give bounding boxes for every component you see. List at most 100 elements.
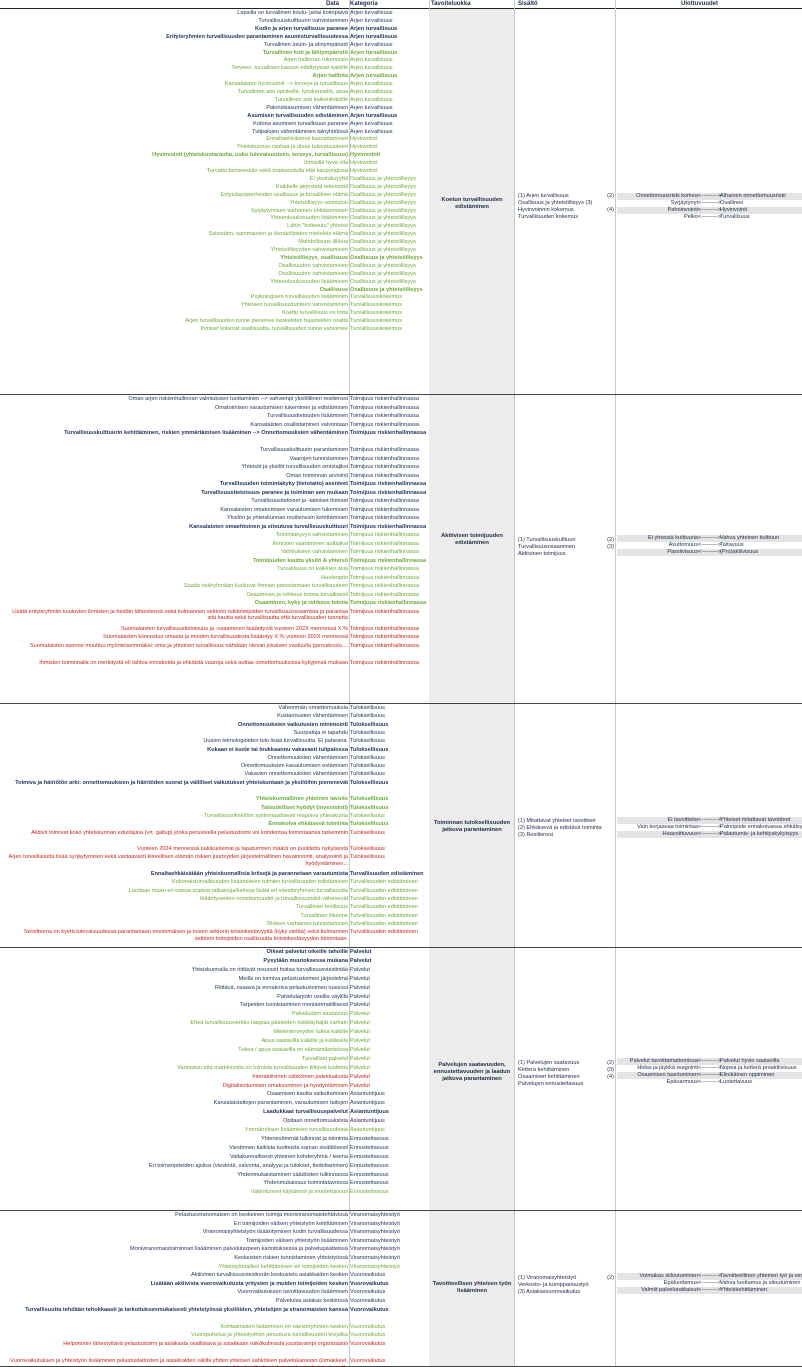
table-row[interactable]: Yksilön ja yhteiskunnan resilienssin keh…: [0, 515, 429, 524]
table-row[interactable]: Turvallinen arki opiskella, työskennellä…: [0, 89, 429, 97]
table-row[interactable]: Palveluiden saatavuus Palvelut: [0, 1011, 429, 1020]
table-row[interactable]: Viranomaisyhteistyön lisääntyminen kodin…: [0, 1229, 429, 1238]
table-row[interactable]: Suurpaloja ei tapahdu Tuloksellisuus: [0, 730, 429, 738]
table-row[interactable]: Paloriskiasumisen vähentäminen Arjen turv…: [0, 105, 429, 113]
table-row[interactable]: Erityislapsiperheiden osallisuus ja turv…: [0, 192, 429, 200]
table-row[interactable]: Eri toimenpiteiden ajoitus (viestintä, v…: [0, 1163, 429, 1172]
table-row[interactable]: Yhteisöllisyyden vahvistaminen Osallisuus…: [0, 247, 429, 255]
table-row[interactable]: Kustannusten vähentäminen Tuloksellisuus: [0, 713, 429, 721]
table-row[interactable]: Vuoteen 2024 mennessä palokuolemat ja ta…: [0, 846, 429, 854]
table-row[interactable]: Turvallisuustietoiset ja -taitoiset ihmi…: [0, 498, 429, 507]
table-row[interactable]: Kodin ja arjen turvallisuus paranee Arjen…: [0, 26, 429, 34]
table-row[interactable]: Toimiva ja häiriötön arki: onnettomuuksi…: [0, 780, 429, 797]
table-row[interactable]: Turvattu toimeentulo sekä maaseudulla et…: [0, 168, 429, 176]
table-row[interactable]: Mahdollisuus liikkua Osallisuus ja yhteis…: [0, 239, 429, 247]
table-row[interactable]: Yhteenkuuluvuuden lisääminen Osallisuus j…: [0, 215, 429, 223]
table-row[interactable]: Turvallisuuden toimintakyky (tietotaito)…: [0, 481, 429, 490]
table-row[interactable]: Ennaltaehkäisätään yhteiskunnallisia kri…: [0, 871, 429, 879]
table-row[interactable]: Taloudelliset hyödyt (investointi) Tuloks…: [0, 805, 429, 813]
table-row[interactable]: Lisätä erityisryhmiin kuuluvien ihmisten…: [0, 609, 429, 626]
table-row[interactable]: Uusien teknologioiden tulo lisää turvall…: [0, 738, 429, 746]
table-row[interactable]: Ymmärryksen lisääminen turvallisuudesta A…: [0, 1127, 429, 1136]
table-row[interactable]: Vuorovaikutuksen ja yhteistyön lisäämine…: [0, 1358, 429, 1367]
ulottuvuudet-cell[interactable]: Ei yhteistä kulttuuria <---------> Vahva y…: [617, 535, 802, 556]
table-row[interactable]: Erityisryhmien turvallisuuden parantamin…: [0, 34, 429, 42]
table-row[interactable]: Arjen turvallisuutta lisää syrjäytymisen…: [0, 854, 429, 871]
table-row[interactable]: Turvallisuuskulttuurin parantaminen Toimi…: [0, 447, 429, 456]
table-row[interactable]: Ikääntyneiden onnettomuudet ja turvallis…: [0, 896, 429, 904]
table-row[interactable]: Vähemmän onnettomuuksia Tuloksellisuus: [0, 705, 429, 713]
table-row[interactable]: Oikeat palvelut oikeille tahoille Palvelu…: [0, 949, 429, 958]
table-row[interactable]: Syrjäytymisen varhainen ehkäiseminen Osal…: [0, 208, 429, 216]
table-row[interactable]: Arjen hallinnan tukeminen Arjen turvallis…: [0, 57, 429, 65]
table-row[interactable]: Aktiivit toimivat koko yhteiskunnan edus…: [0, 830, 429, 847]
table-row[interactable]: Yhteisöt ja yksilöt turvallisuuden omist…: [0, 464, 429, 473]
table-row[interactable]: Turvallinen asuin- ja elinympäristö Arjen…: [0, 42, 429, 50]
table-row[interactable]: Kokonaisturvallisuuden lisäämiseen toimi…: [0, 879, 429, 887]
table-row[interactable]: Osallisuuden vahvistaminen Osallisuus ja …: [0, 263, 429, 271]
table-row[interactable]: Vaarojen tunnistaminen Toimijuus riskienh…: [0, 456, 429, 465]
table-row[interactable]: Yhteiskunnalla on riittävät resurssit ho…: [0, 967, 429, 976]
table-row[interactable]: Lähin "kotiseutu" yhteisö Osallisuus ja y…: [0, 223, 429, 231]
table-row[interactable]: Apua saatavilla kaikille ja kaikkialla Pa…: [0, 1038, 429, 1047]
sisalto-cell[interactable]: (1) Palvelujen saatavuus (2) Ketterä kehit…: [518, 1060, 614, 1088]
header-tavoiteluokka[interactable]: Tavoiteluokka: [431, 1, 471, 7]
table-row[interactable]: Keskeisten riskien tunnistaminen yhteist…: [0, 1255, 429, 1264]
table-row[interactable]: Osaaminen ja rohkeus toimia turvallisest…: [0, 592, 429, 601]
table-row[interactable]: Eri toimijoiden välisen yhteistyön kehit…: [0, 1221, 429, 1230]
table-row[interactable]: Yhtenevämmät tulkinnat ja toiminta Ennust…: [0, 1136, 429, 1145]
tavoiteluokka-cell[interactable]: Koetun turvallisuuden edistäminen: [441, 197, 503, 210]
table-row[interactable]: Toimijoiden välisen yhteistyön lisäämine…: [0, 1238, 429, 1247]
table-row[interactable]: Kansalaistaitojen parantaminen, varautum…: [0, 1100, 429, 1109]
table-row[interactable]: Arjen turvallisuuden tunne pienenee kesk…: [0, 318, 429, 326]
table-row[interactable]: Vuorovaikutuksen tavoittavuuden lisäämin…: [0, 1289, 429, 1298]
table-row[interactable]: Turvalliset palvelut Palvelut: [0, 1056, 429, 1065]
table-row[interactable]: Onnettomuuksien vähentäminen Tuloksellisu…: [0, 755, 429, 763]
sisalto-cell[interactable]: (1) Arjen turvallisuus (2) Osallisuus ja y…: [518, 193, 614, 221]
table-row[interactable]: Yhteiskunnan rauhaa ja ulosa tulevaisuut…: [0, 144, 429, 152]
table-row[interactable]: Digitalisoitumisen omaksuminen ja hyödyn…: [0, 1083, 429, 1092]
table-row[interactable]: Riskien varhainen tunnistaminen Turvallis…: [0, 921, 429, 929]
table-row[interactable]: Kohtaamisten lisääminen eri väestöryhmie…: [0, 1324, 429, 1333]
table-row[interactable]: Mielenterveyden tukea kaikille Palvelut: [0, 1029, 429, 1038]
table-row[interactable]: Kansalaisten omaehtoinen ja sitoutuva tu…: [0, 524, 429, 533]
table-row[interactable]: Yhteisöllisyys, osallisuus Osallisuus ja …: [0, 255, 429, 263]
table-row[interactable]: Palvelutarjotin useilla väylillä Palvelut: [0, 994, 429, 1003]
table-row[interactable]: Ei yksinäisyyttä Osallisuus ja yhteisölli…: [0, 176, 429, 184]
sisalto-cell[interactable]: (1) Viranomaisyhteistyö (2) Verkosto- ja k…: [518, 1275, 614, 1296]
header-data[interactable]: Data: [325, 1, 339, 7]
table-row[interactable]: Yhteisen turvallisuustunteen vahvistamin…: [0, 302, 429, 310]
table-row[interactable]: Moniviranomaistoiminnan lisääminen palve…: [0, 1246, 429, 1255]
table-row[interactable]: Tulipalojen vähentäminen taloyhtiöissä Ar…: [0, 129, 429, 137]
table-row[interactable]: Ennaltaehkäisevä kasvattaminen Hyvinvoint…: [0, 136, 429, 144]
table-row[interactable]: Hyvinvointi (yhteiskuntarauha, usko tule…: [0, 152, 429, 160]
table-row[interactable]: Suomalaisten asenne muuttuu myönteisemmä…: [0, 643, 429, 660]
ulottuvuudet-cell[interactable]: Onnettomuusriski korkea <---------> Alhain…: [617, 193, 802, 221]
table-row[interactable]: Aktiivinen turvallisuusviestinnän keskus…: [0, 1272, 429, 1281]
table-row[interactable]: Turvallinen liikenne Turvallisuuden edist…: [0, 913, 429, 921]
table-row[interactable]: Yhteisöllisyys voimistuu Osallisuus ja yh…: [0, 200, 429, 208]
ulottuvuudet-cell[interactable]: Palvelut tavoittamattomissa <---------> Pa…: [617, 1058, 802, 1086]
table-row[interactable]: Yhteistyömallien kehittäminen eri toimij…: [0, 1264, 429, 1273]
table-row[interactable]: Onnettomuuksien kasautumisen estäminen Tu…: [0, 763, 429, 771]
table-row[interactable]: Yhdenmukaisuus toimintatavoissa Ennustett…: [0, 1180, 429, 1189]
table-row[interactable]: Toimijuuden kautta yksilö & yhteisö Toimi…: [0, 558, 429, 567]
table-row[interactable]: Psykologisen turvallisuuden lisääminen Tu…: [0, 294, 429, 302]
table-row[interactable]: Turvallisuutta tehdään tehokkaasti ja ta…: [0, 1307, 429, 1324]
table-row[interactable]: Valmiuksien vahvistaminen Toimijuus riski…: [0, 549, 429, 558]
table-row[interactable]: Laadukkaat turvallisuuspalvelut Asiantunt…: [0, 1109, 429, 1118]
table-row[interactable]: Suomalaisten kiinnostus omasta ja muiden…: [0, 634, 429, 643]
header-sisalto[interactable]: Sisältö: [518, 1, 538, 7]
table-row[interactable]: Viestinnen kaikista tuotteista saman sis…: [0, 1145, 429, 1154]
table-row[interactable]: Kansalaisten omatoimisen varautumisen tu…: [0, 507, 429, 516]
table-row[interactable]: Ihmiset kokevat osallisuutta, turvallisu…: [0, 326, 429, 334]
table-row[interactable]: Turvallisuuskulttuurin kehittäminen, ris…: [0, 430, 429, 447]
table-row[interactable]: Kaikkelle järjestetä tekemistä Osallisuus…: [0, 184, 429, 192]
table-row[interactable]: Oman arjen riskienhallinnan valmiuksien …: [0, 396, 429, 405]
table-row[interactable]: Tarpeiden tunnistaminen moniammatillises…: [0, 1002, 429, 1011]
table-row[interactable]: Varmistuu että markkinoilla on toimivia …: [0, 1065, 429, 1074]
table-row[interactable]: Ennakoiva ehkäisevä toiminta Tuloksellisu…: [0, 821, 429, 829]
table-row[interactable]: Lisätään aktiivista vuorovaikutusta yrit…: [0, 1281, 429, 1290]
table-row[interactable]: Kukaan ei kuole tai loukkaannu vakavasti…: [0, 747, 429, 755]
table-row[interactable]: Opitaan onnettomuuksista Asiantuntijuus: [0, 1118, 429, 1127]
